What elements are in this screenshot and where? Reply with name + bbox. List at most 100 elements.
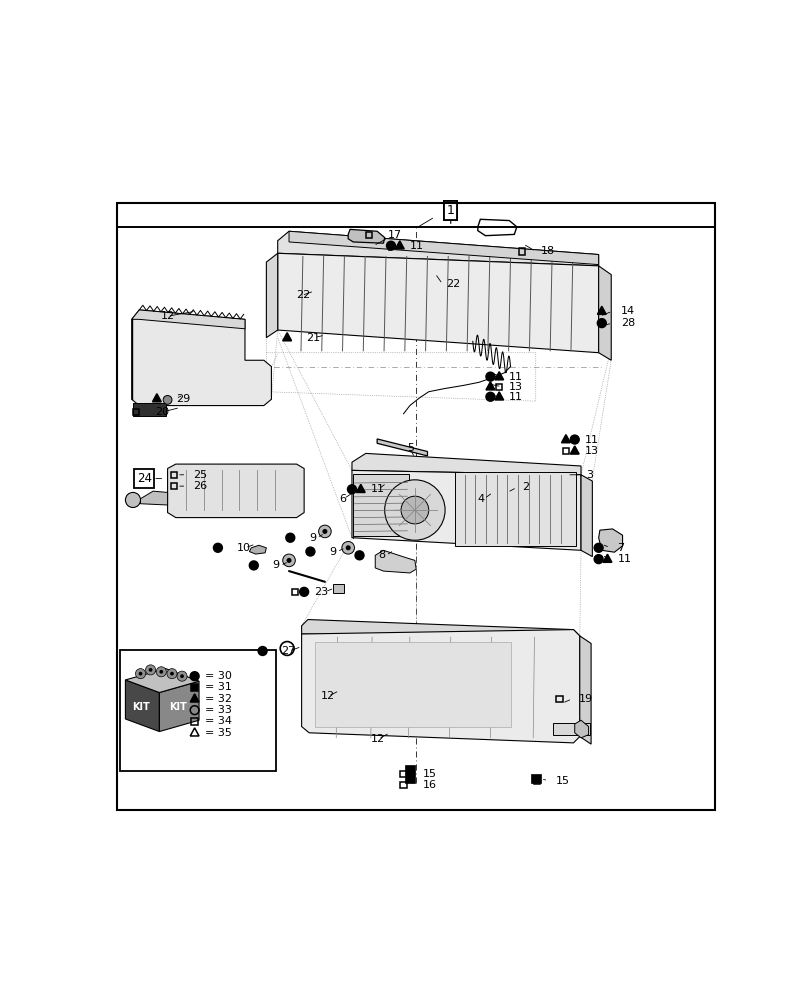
Text: 14: 14: [620, 306, 634, 316]
Text: 11: 11: [584, 435, 598, 445]
Bar: [133, 409, 139, 415]
Bar: [170, 472, 177, 478]
Text: 1: 1: [446, 204, 454, 217]
Text: = 33: = 33: [204, 705, 231, 715]
Text: 12: 12: [161, 311, 175, 321]
Circle shape: [135, 669, 145, 679]
Polygon shape: [277, 253, 598, 353]
Bar: [455, 472, 575, 546]
Polygon shape: [125, 680, 159, 732]
Text: 9: 9: [329, 547, 336, 557]
Text: = 34: = 34: [204, 716, 231, 726]
Circle shape: [401, 496, 428, 524]
Text: 22: 22: [446, 279, 460, 289]
Text: 1: 1: [447, 204, 454, 217]
Text: 27: 27: [281, 646, 295, 656]
Bar: [366, 232, 371, 238]
Circle shape: [486, 372, 494, 381]
Polygon shape: [131, 310, 271, 406]
Text: 9: 9: [272, 560, 280, 570]
Text: 23: 23: [314, 587, 328, 597]
Circle shape: [148, 668, 152, 672]
Bar: [191, 718, 198, 725]
Text: 11: 11: [371, 484, 384, 494]
Bar: [191, 684, 198, 691]
Circle shape: [156, 667, 166, 677]
Polygon shape: [301, 630, 579, 743]
Text: = 32: = 32: [204, 694, 231, 704]
Text: 13: 13: [584, 446, 598, 456]
Polygon shape: [348, 229, 384, 243]
Text: 15: 15: [422, 769, 436, 779]
Text: KIT: KIT: [169, 702, 187, 712]
Polygon shape: [494, 392, 503, 400]
Bar: [530, 774, 540, 783]
Bar: [405, 765, 414, 774]
Circle shape: [345, 545, 350, 550]
Text: 20: 20: [155, 407, 169, 417]
Circle shape: [163, 396, 172, 404]
Circle shape: [139, 672, 142, 676]
Text: 18: 18: [540, 246, 554, 256]
Bar: [556, 696, 562, 702]
Bar: [562, 448, 569, 454]
Circle shape: [306, 547, 315, 556]
Circle shape: [386, 241, 395, 250]
Text: 8: 8: [378, 550, 385, 560]
Text: 21: 21: [306, 333, 320, 343]
Circle shape: [159, 670, 163, 674]
Polygon shape: [395, 241, 404, 249]
Circle shape: [286, 558, 291, 563]
Polygon shape: [277, 231, 598, 266]
Polygon shape: [375, 550, 416, 573]
Text: = 31: = 31: [204, 682, 231, 692]
Text: 4: 4: [477, 494, 484, 504]
Text: 28: 28: [620, 318, 634, 328]
Text: 29: 29: [175, 394, 190, 404]
Bar: [405, 774, 414, 783]
Polygon shape: [597, 306, 606, 314]
Polygon shape: [125, 669, 199, 693]
Text: 11: 11: [410, 241, 423, 251]
Circle shape: [341, 541, 354, 554]
Circle shape: [322, 529, 327, 534]
Circle shape: [597, 319, 606, 328]
Text: 17: 17: [388, 230, 401, 240]
Circle shape: [299, 587, 308, 596]
Bar: [333, 584, 344, 593]
Circle shape: [354, 551, 363, 560]
Circle shape: [569, 435, 578, 444]
Circle shape: [180, 674, 184, 678]
Bar: [353, 474, 408, 536]
Circle shape: [145, 665, 156, 675]
Polygon shape: [289, 231, 598, 265]
Polygon shape: [131, 310, 245, 329]
Bar: [170, 483, 177, 489]
Bar: [533, 777, 539, 784]
Polygon shape: [301, 620, 579, 636]
Text: 12: 12: [320, 691, 334, 701]
Polygon shape: [140, 491, 167, 505]
Polygon shape: [159, 681, 199, 732]
Text: 26: 26: [192, 481, 207, 491]
Polygon shape: [579, 636, 590, 744]
Polygon shape: [351, 470, 581, 550]
Text: 25: 25: [192, 470, 207, 480]
Text: KIT: KIT: [131, 702, 149, 712]
Polygon shape: [561, 435, 569, 443]
Polygon shape: [266, 253, 277, 338]
Text: 11: 11: [617, 554, 631, 564]
Text: 15: 15: [556, 776, 569, 786]
Circle shape: [249, 561, 258, 570]
Circle shape: [347, 485, 356, 494]
Circle shape: [594, 543, 603, 552]
Polygon shape: [574, 720, 588, 738]
Polygon shape: [356, 484, 365, 492]
Text: 19: 19: [577, 694, 592, 704]
Circle shape: [486, 392, 494, 401]
Polygon shape: [351, 453, 581, 475]
Polygon shape: [376, 439, 427, 456]
Circle shape: [258, 647, 267, 655]
Bar: [133, 403, 165, 416]
Polygon shape: [167, 464, 304, 518]
